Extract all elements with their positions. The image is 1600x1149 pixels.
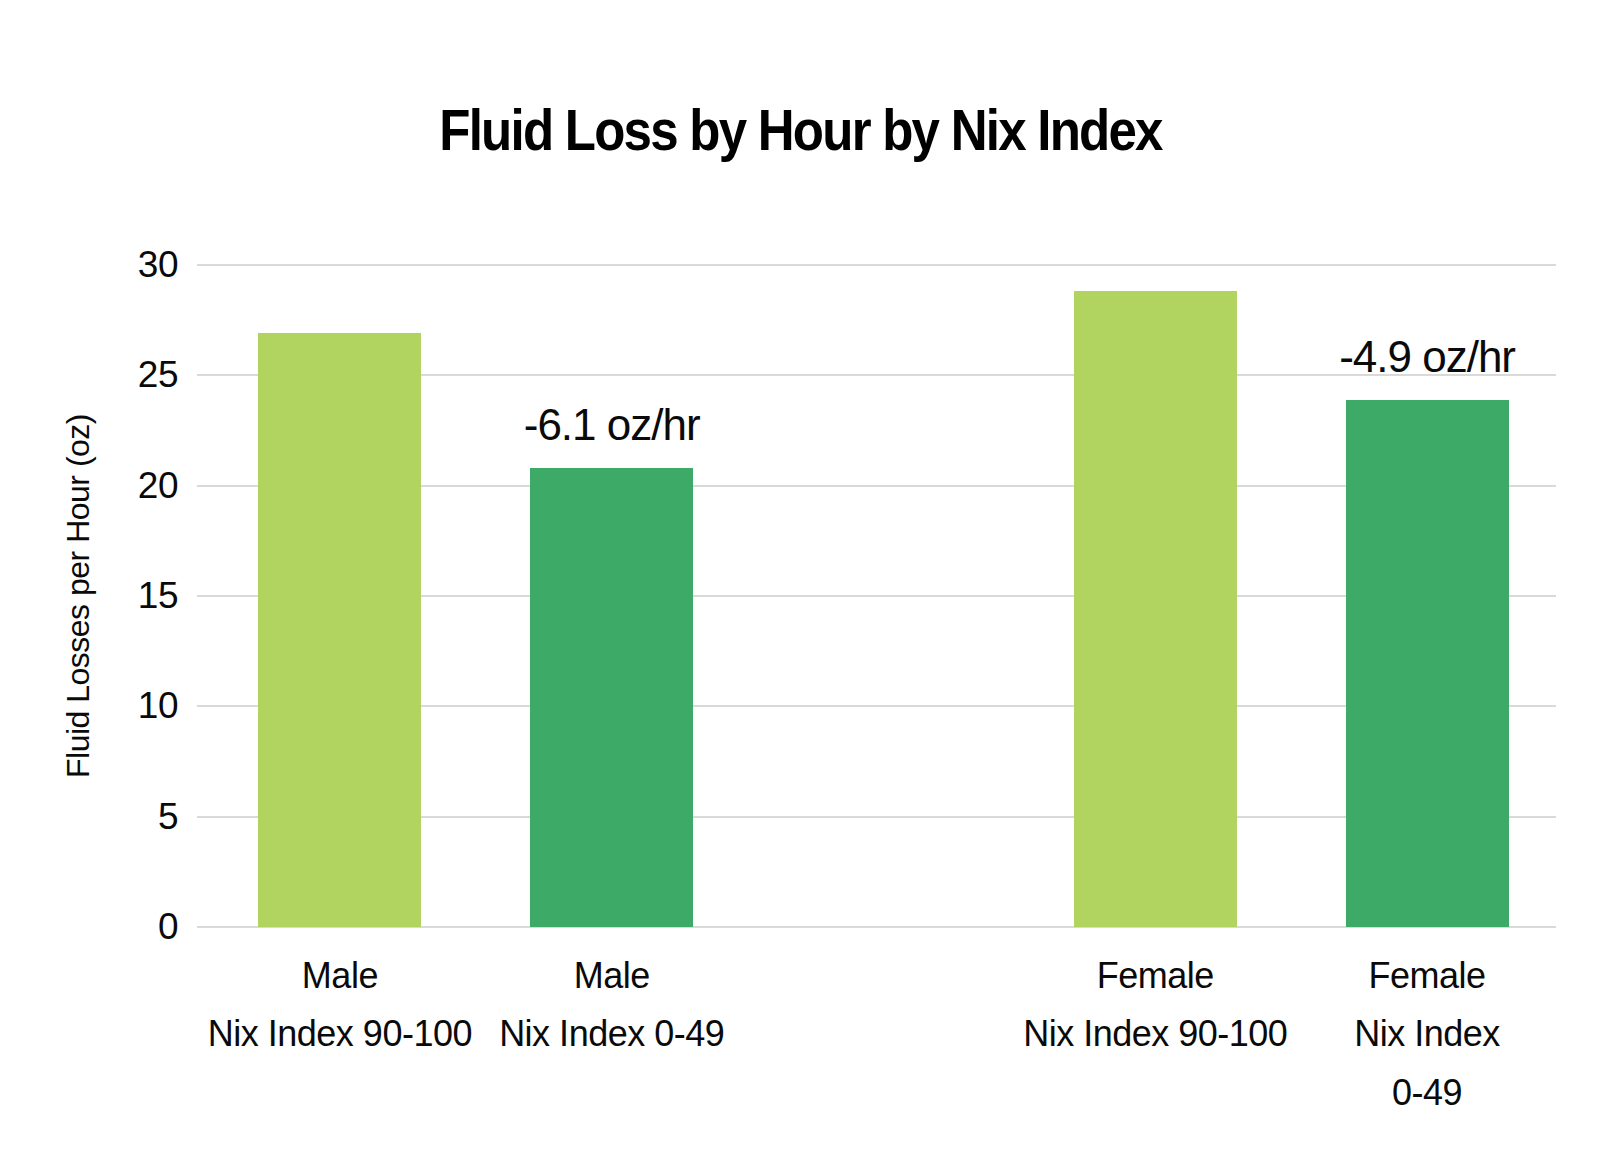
- y-axis-title: Fluid Losses per Hour (oz): [60, 414, 97, 778]
- y-tick-label-20: 20: [98, 464, 178, 508]
- bar-4: [1346, 400, 1509, 927]
- bar-1: [258, 333, 421, 927]
- y-tick-label-5: 5: [98, 795, 178, 839]
- x-category-label-4: Female Nix Index 0-49: [1341, 947, 1514, 1122]
- y-tick-label-10: 10: [98, 684, 178, 728]
- y-tick-label-15: 15: [98, 574, 178, 618]
- chart-title-text: Fluid Loss by Hour by Nix Index: [439, 96, 1161, 163]
- x-category-label-1: Male Nix Index 90-100: [208, 947, 472, 1064]
- y-tick-label-30: 30: [98, 243, 178, 287]
- bar-annotation-2: -6.1 oz/hr: [524, 400, 700, 450]
- y-tick-label-0: 0: [98, 905, 178, 949]
- bar-3: [1074, 291, 1237, 927]
- fluid-loss-chart: Fluid Loss by Hour by Nix Index Fluid Lo…: [0, 0, 1600, 1149]
- bar-annotation-4: -4.9 oz/hr: [1339, 332, 1515, 382]
- y-tick-label-25: 25: [98, 353, 178, 397]
- bar-2: [530, 468, 693, 927]
- x-category-label-3: Female Nix Index 90-100: [1023, 947, 1287, 1064]
- chart-title: Fluid Loss by Hour by Nix Index: [0, 96, 1600, 163]
- gridline-y-30: [197, 264, 1556, 266]
- x-category-label-2: Male Nix Index 0-49: [499, 947, 724, 1064]
